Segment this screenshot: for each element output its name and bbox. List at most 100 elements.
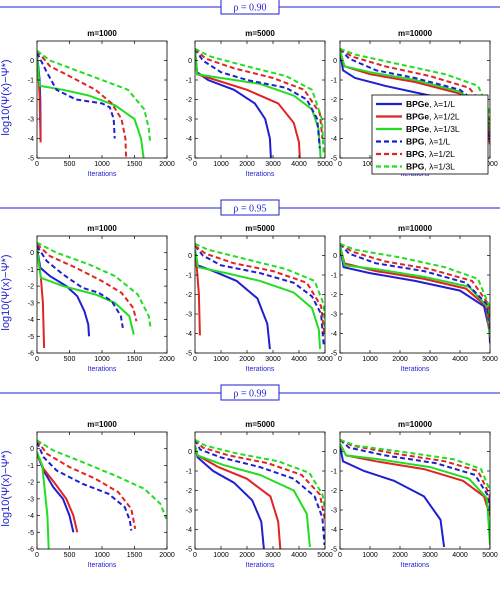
x-tick-label: 5000 [482,552,498,559]
series-line [37,249,135,335]
y-tick-label: -1 [331,469,337,476]
x-tick-label: 4000 [291,161,307,168]
legend-separator: , [429,99,434,109]
y-tick-label: -2 [28,480,34,487]
x-tick-label: 4000 [291,356,307,363]
y-tick-label: -4 [28,317,34,324]
y-tick-label: -4 [28,513,34,520]
chart-panel: m=1000 0 500 1000 1500 2000 0 -1 -2 -3 -4 -5 -6 Itera… [28,420,175,569]
panel-title: m=1000 [87,224,117,233]
y-tick-label: 0 [333,449,337,456]
y-axis-label-text: log10(Ψ(x)−Ψ*) [0,59,12,135]
y-tick-label: -2 [331,97,337,104]
x-tick-label: 0 [35,356,39,363]
series-line [195,245,325,346]
series-line [195,249,322,350]
y-tick-label: -4 [331,527,337,534]
x-axis-label: Iterations [401,366,430,373]
legend-separator: , [429,112,434,122]
series-line [37,451,50,549]
legend-method: BPG [406,162,425,172]
series-line [340,47,490,131]
x-tick-label: 3000 [422,356,438,363]
x-axis-label: Iterations [246,366,275,373]
series-line [195,47,325,155]
y-tick-label: -3 [331,117,337,124]
legend-lambda: λ=1/3L [429,162,455,172]
legend-separator: , [424,149,429,159]
y-tick-label: 0 [30,58,34,65]
series-line [195,445,311,548]
legend-entry: BPG, λ=1/L [406,137,450,147]
series-line [340,245,490,344]
series-line [37,50,128,158]
y-tick-label: -3 [28,117,34,124]
x-tick-label: 5000 [317,161,333,168]
legend-entry: BPG, λ=1/2L [406,149,455,159]
y-axis-label-text: log10(Ψ(x)−Ψ*) [0,450,12,526]
x-tick-label: 2000 [392,552,408,559]
x-tick-label: 1000 [362,161,378,168]
x-tick-label: 0 [338,356,342,363]
x-tick-label: 1500 [127,356,143,363]
x-tick-label: 2000 [239,552,255,559]
series-line [37,245,124,329]
rho-title-box [220,199,280,216]
series-line [195,50,301,158]
y-tick-label: -2 [331,488,337,495]
legend-method: BPGe [406,99,429,109]
x-tick-label: 500 [64,552,76,559]
series-line [195,245,325,336]
x-tick-label: 5000 [317,356,333,363]
series-line [37,54,145,158]
y-tick-label: -3 [186,117,192,124]
rho-title: ρ = 0.95 [233,204,266,215]
x-tick-label: 2000 [392,356,408,363]
plot-frame [194,431,326,550]
y-tick-label: -3 [28,300,34,307]
series-line [195,50,272,158]
plot-frame [194,235,326,354]
y-tick-label: -1 [28,463,34,470]
rho-title: ρ = 0.90 [233,3,266,14]
chart-panel: m=10000 0 1000 2000 3000 4000 5000 0 -1 -2 -3 -4 -5 I… [331,420,498,569]
y-tick-label: 0 [333,58,337,65]
legend-method: BPGe [406,124,429,134]
x-tick-label: 0 [193,552,197,559]
x-tick-label: 4000 [291,552,307,559]
panel-title: m=5000 [245,29,275,38]
series-line [340,443,490,546]
plot-frame [194,40,326,159]
y-tick-label: -2 [186,292,192,299]
panel-title: m=10000 [398,420,433,429]
legend-entry: BPG, λ=1/3L [406,162,455,172]
x-tick-label: 2000 [239,161,255,168]
series-line [195,439,325,521]
legend-lambda: λ=1/2L [429,149,455,159]
panel-title: m=1000 [87,29,117,38]
y-tick-label: 0 [188,253,192,260]
legend-lambda: λ=1/L [429,137,450,147]
series-line [195,439,325,546]
x-tick-label: 2000 [239,356,255,363]
legend-separator: , [429,124,434,134]
x-tick-label: 1500 [127,161,143,168]
y-axis-label-text: log10(Ψ(x)−Ψ*) [0,254,12,330]
x-tick-label: 0 [193,356,197,363]
y-tick-label: -2 [186,488,192,495]
y-tick-label: 0 [333,253,337,260]
x-axis-label: Iterations [88,366,117,373]
x-tick-label: 4000 [452,356,468,363]
series-line [340,245,490,338]
y-tick-label: 0 [30,250,34,257]
x-axis-label: Iterations [88,562,117,569]
panel-title: m=10000 [398,29,433,38]
y-tick-label: -4 [28,136,34,143]
y-tick-label: 0 [188,58,192,65]
series-line [340,245,490,338]
x-tick-label: 2000 [159,552,175,559]
legend-entry: BPGe, λ=1/2L [406,112,460,122]
chart-panel: m=5000 0 1000 2000 3000 4000 5000 0 -1 -2 -3 -4 -5 It… [186,29,333,178]
